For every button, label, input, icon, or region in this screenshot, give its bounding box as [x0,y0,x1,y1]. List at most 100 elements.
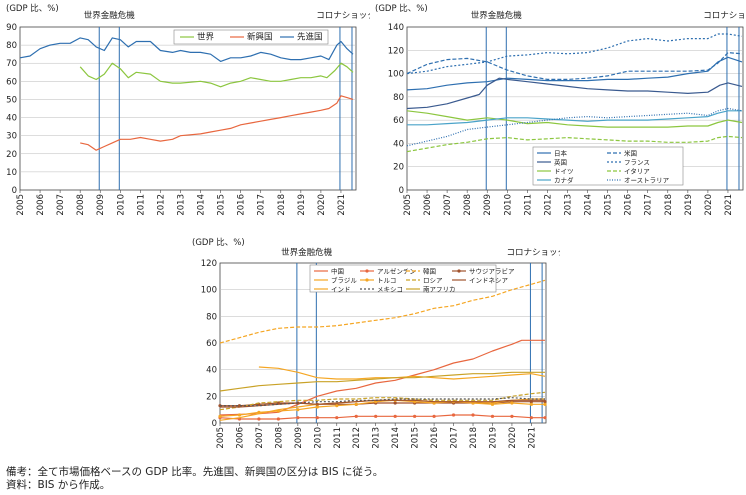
series-point [354,402,358,406]
series-line [406,135,743,153]
y-axis-label: (GDP 比、%) [6,3,59,14]
legend-marker [365,269,369,273]
series-point [237,413,242,417]
y-tick-label: 120 [201,259,217,269]
y-tick-label: 140 [388,23,404,33]
legend-label: 先進国 [297,32,323,43]
y-tick-label: 0 [212,419,217,429]
x-tick-label: 2005 [216,427,226,449]
series-point [490,414,495,418]
y-tick-label: 20 [6,150,17,160]
x-tick-label: 2015 [411,427,421,449]
series-line [406,107,743,147]
x-tick-label: 2017 [644,194,654,216]
note-source: 資料：BIS から作成。 [6,479,111,491]
y-tick-label: 60 [206,339,217,349]
legend-label: インド [331,286,351,294]
x-tick-label: 2015 [217,194,227,216]
x-tick-label: 2008 [463,194,473,216]
annotation-label: コロナショック [703,11,746,21]
y-axis-label: (GDP 比、%) [192,237,245,248]
legend-label: ドイツ [554,168,574,176]
series-point [257,410,261,414]
series-line [19,37,354,62]
note-remarks: 備考：全て市場価格ベースの GDP 比率。先進国、新興国の区分は BIS に従う… [6,466,384,478]
series-point [276,409,280,413]
notes: 備考：全て市場価格ベースの GDP 比率。先進国、新興国の区分は BIS に従う… [6,466,383,492]
y-tick-label: 80 [393,93,404,103]
x-tick-label: 2006 [423,194,433,216]
series-line [219,399,545,417]
series-point [510,414,514,418]
legend-label: 中国 [331,267,344,276]
series-point [529,416,534,420]
y-tick-label: 0 [399,186,404,196]
series-line [406,110,743,128]
series-point [257,417,261,421]
series-line [406,33,743,75]
legend-label: 南アフリカ [423,285,456,294]
legend-label: 新興国 [247,32,273,43]
y-tick-label: 100 [388,70,404,80]
series-point [218,414,222,418]
chart-emerging-economies-debt: (GDP 比、%) 0 20 40 60 80 100 120 2005 2006 2007 2008… [192,237,560,449]
series-line [407,110,742,126]
legend-label: アルゼンチン [377,267,416,276]
chart-advanced-economies-debt: (GDP 比、%) 0 20 40 60 80 100 120 140 2005 2006 2007 2… [375,3,746,216]
x-tick-label: 2006 [36,194,46,216]
plot-frame [19,26,357,191]
x-tick-label: 2021 [724,194,734,216]
series-point [432,414,436,418]
x-tick-label: 2010 [116,194,126,216]
series-point [393,401,397,405]
chart-aggregate-debt: (GDP 比、%) 0 10 20 30 40 50 60 70 80 90 2005 2006 2007… [6,3,370,216]
series-line [258,366,546,380]
series-line [406,52,743,80]
series-point [374,414,378,418]
x-tick-label: 2010 [503,194,513,216]
x-tick-label: 2016 [624,194,634,216]
x-tick-label: 2009 [483,194,493,216]
legend-label: フランス [624,159,650,167]
series-point [354,414,358,418]
x-tick-label: 2014 [391,427,401,449]
y-tick-label: 90 [6,23,17,33]
x-tick-label: 2012 [543,194,553,216]
x-tick-label: 2011 [523,194,533,216]
series-line [220,397,545,407]
series-line [219,279,546,344]
x-tick-label: 2013 [176,194,186,216]
y-axis-label: (GDP 比、%) [375,3,428,14]
y-tick-label: 60 [6,77,17,87]
series-line [406,77,743,110]
x-tick-label: 2006 [235,427,245,449]
series-line [220,399,545,408]
x-tick-label: 2019 [297,194,307,216]
x-tick-label: 2014 [584,194,594,216]
y-tick-label: 20 [206,392,217,402]
x-tick-label: 2007 [255,427,265,449]
series-point [543,416,547,420]
series-point [335,404,339,408]
x-tick-label: 2020 [508,427,518,449]
series-point [393,414,397,418]
series-line [219,414,545,420]
series-point [451,413,456,417]
series-point [413,414,417,418]
x-tick-label: 2018 [664,194,674,216]
x-tick-label: 2018 [469,427,479,449]
series-point [296,416,300,420]
y-tick-label: 70 [6,59,17,69]
legend-label: カナダ [554,176,574,185]
x-tick-label: 2010 [313,427,323,449]
series-point [315,416,319,420]
legend-label: 韓国 [423,267,436,276]
x-tick-label: 2009 [96,194,106,216]
series-point [296,408,300,412]
x-tick-label: 2020 [317,194,327,216]
series-point [510,401,514,405]
x-tick-label: 2015 [604,194,614,216]
x-tick-label: 2017 [450,427,460,449]
x-tick-label: 2021 [337,194,347,216]
series-point [276,417,280,421]
